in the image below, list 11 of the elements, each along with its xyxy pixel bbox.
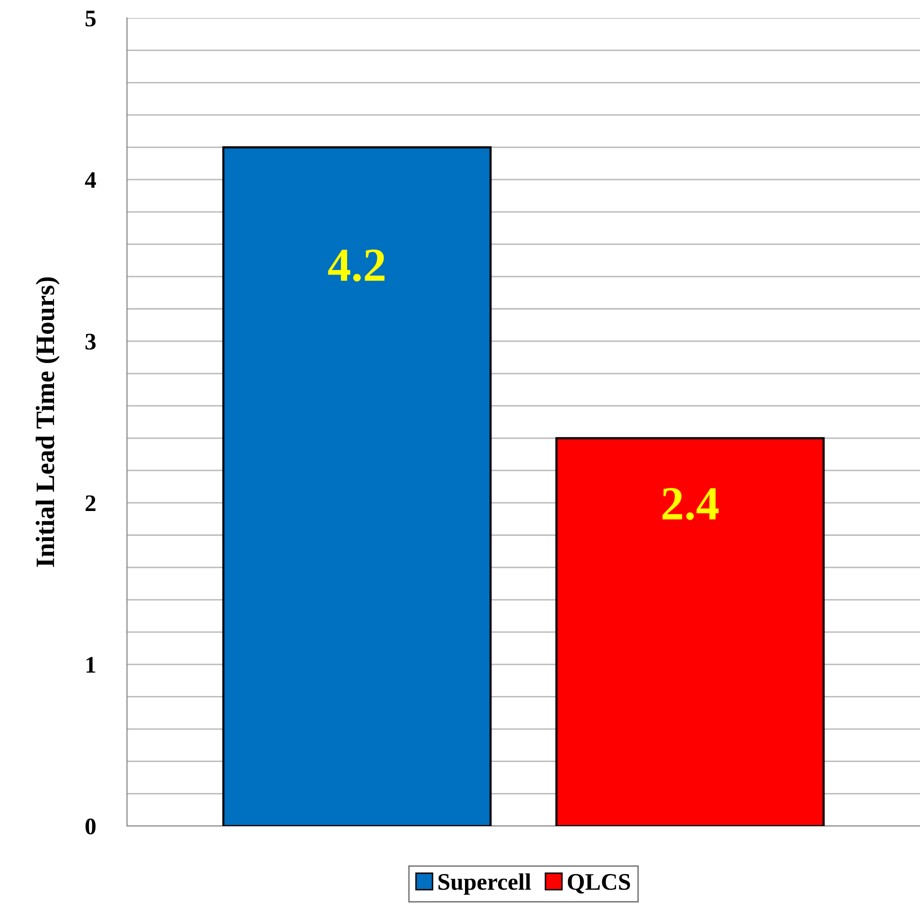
y-tick-label: 5 xyxy=(86,10,96,26)
data-label: 4.2 xyxy=(328,250,384,282)
legend-label: QLCS xyxy=(568,874,630,894)
y-tick-label: 0 xyxy=(86,818,96,834)
legend-label: Supercell xyxy=(438,873,531,895)
y-tick-label: 4 xyxy=(84,172,96,188)
y-tick-label: 2 xyxy=(86,495,96,511)
y-tick-label: 3 xyxy=(86,334,96,350)
y-tick-label: 1 xyxy=(86,657,96,673)
data-label: 2.4 xyxy=(662,488,719,520)
y-axis-title: Initial Lead Time (Hours) xyxy=(36,277,60,567)
